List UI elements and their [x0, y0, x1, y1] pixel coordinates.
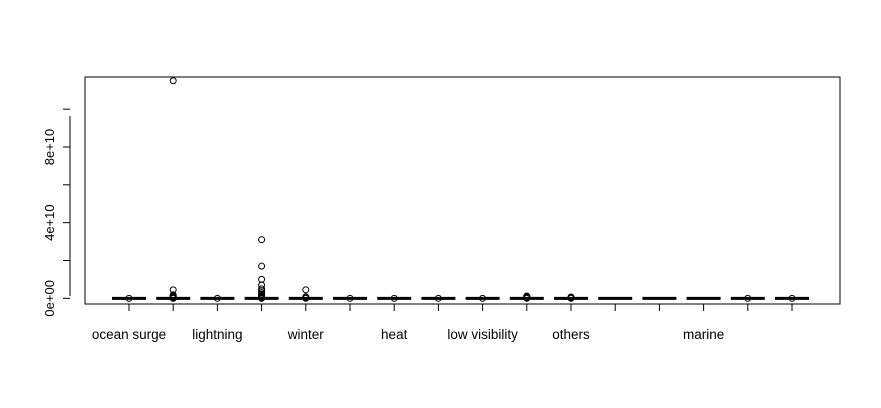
outlier-point — [169, 291, 177, 299]
outlier-point — [169, 286, 177, 294]
outlier-point — [213, 294, 221, 302]
outlier-point — [434, 294, 442, 302]
y-tick-label: 0e+00 — [42, 280, 57, 317]
x-tick-label: others — [552, 327, 590, 342]
y-tick-label: 8e+10 — [42, 129, 57, 166]
outlier-point — [258, 289, 266, 297]
x-tick-label: ocean surge — [92, 327, 166, 342]
x-tick-label: low visibility — [447, 327, 518, 342]
outlier-point — [788, 294, 796, 302]
outlier-point — [744, 294, 752, 302]
x-tick-label: heat — [381, 327, 408, 342]
x-tick-label: lightning — [192, 327, 242, 342]
outlier-point — [479, 294, 487, 302]
outlier-point — [169, 77, 177, 85]
outlier-point — [523, 292, 531, 300]
outlier-points — [125, 77, 796, 302]
x-axis-ticks: ocean surge lightning winter heat low visibi… — [92, 304, 793, 342]
outlier-point — [258, 236, 266, 244]
outlier-point — [390, 294, 398, 302]
x-tick-label: winter — [287, 327, 325, 342]
outlier-point — [567, 293, 575, 301]
outlier-point — [302, 293, 310, 301]
outlier-point — [258, 281, 266, 289]
outlier-point — [125, 294, 133, 302]
outlier-point — [258, 262, 266, 270]
outlier-point — [302, 286, 310, 294]
y-tick-label: 4e+10 — [42, 204, 57, 241]
x-tick-label: marine — [683, 327, 724, 342]
plot-frame — [84, 76, 841, 305]
y-axis-ticks: 0e+00 4e+10 8e+10 — [42, 108, 70, 317]
outlier-point — [258, 285, 266, 293]
outlier-point — [258, 275, 266, 283]
outlier-point — [346, 294, 354, 302]
